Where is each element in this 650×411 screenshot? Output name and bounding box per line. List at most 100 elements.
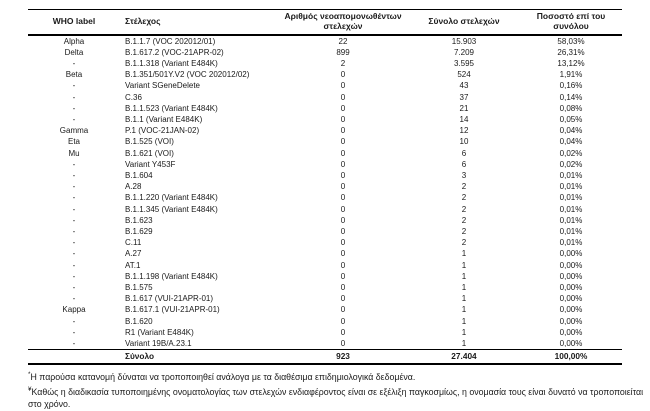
who-label-cell: Gamma [59, 126, 89, 136]
percent-cell: 0,05% [559, 115, 583, 125]
who-label-cell: - [72, 327, 76, 337]
strain-cell: B.1.617.2 (VOC-21APR-02) [125, 47, 224, 57]
percent-cell: 0,00% [559, 305, 583, 315]
total-strains-cell: 2 [461, 182, 467, 192]
who-label-cell: - [72, 316, 76, 326]
table-body: Alpha B.1.1.7 (VOC 202012/01) 22 15.903 58,0… [28, 35, 622, 350]
who-label-cell: - [72, 339, 76, 349]
who-label-cell: - [72, 260, 76, 270]
strain-cell: B.1.351/501Y.V2 (VOC 202012/02) [125, 70, 250, 80]
new-isolates-cell: 0 [340, 227, 346, 237]
percent-cell: 26,31% [557, 47, 585, 57]
strain-cell: A.28 [125, 182, 142, 192]
new-isolates-cell: 0 [340, 305, 346, 315]
strain-cell: B.1.1.7 (VOC 202012/01) [125, 36, 216, 46]
new-isolates-cell: 0 [340, 327, 346, 337]
column-header-total-strains: Σύνολο στελεχών [428, 15, 500, 26]
strain-cell: B.1.525 (VOI) [125, 137, 174, 147]
who-label-cell: - [72, 204, 76, 214]
strain-cell: B.1.1 (Variant E484K) [125, 115, 203, 125]
percent-cell: 0,00% [559, 316, 583, 326]
percent-cell: 0,16% [559, 81, 583, 91]
footnote-marker: * [28, 371, 31, 379]
percent-cell: 0,01% [559, 182, 583, 192]
strain-cell: P.1 (VOC-21JAN-02) [125, 126, 200, 136]
total-row-who-cell [28, 350, 120, 365]
new-isolates-cell: 2 [340, 59, 346, 68]
column-header-strain: Στέλεχος [125, 15, 161, 26]
who-label-cell: - [72, 238, 76, 248]
new-isolates-cell: 0 [340, 339, 346, 349]
total-strains-cell: 14 [459, 115, 469, 125]
footnote: ¥Καθώς η διαδικασία τυποποιημένης ονοματ… [28, 384, 644, 411]
percent-cell: 0,01% [559, 238, 583, 248]
percent-cell: 0,00% [559, 339, 583, 349]
percent-cell: 0,01% [559, 227, 583, 237]
new-isolates-cell: 0 [340, 283, 346, 293]
who-label-cell: - [72, 171, 76, 181]
new-isolates-cell: 0 [340, 249, 346, 259]
who-label-cell: - [72, 59, 76, 68]
percent-cell: 0,04% [559, 126, 583, 136]
total-row-label: Σύνολο [125, 351, 155, 362]
table-row: - A.27 0 1 0,00% [28, 248, 622, 259]
strain-cell: B.1.1.318 (Variant E484K) [125, 59, 218, 68]
total-strains-cell: 3 [461, 171, 467, 181]
new-isolates-cell: 0 [340, 182, 346, 192]
who-label-cell: - [72, 227, 76, 237]
who-label-cell: Beta [65, 70, 83, 80]
table-row: - B.1.1.220 (Variant E484K) 0 2 0,01% [28, 192, 622, 203]
table-row: Gamma P.1 (VOC-21JAN-02) 0 12 0,04% [28, 125, 622, 136]
new-isolates-cell: 0 [340, 215, 346, 225]
total-strains-cell: 1 [461, 260, 467, 270]
strain-cell: Variant SGeneDelete [125, 81, 201, 91]
table-row: - AT.1 0 1 0,00% [28, 260, 622, 271]
percent-cell: 58,03% [557, 36, 585, 46]
who-label-cell: - [72, 81, 76, 91]
percent-cell: 0,00% [559, 294, 583, 304]
percent-cell: 0,01% [559, 171, 583, 181]
who-label-cell: Kappa [62, 305, 86, 315]
total-strains-cell: 1 [461, 249, 467, 259]
table-row: - Variant SGeneDelete 0 43 0,16% [28, 80, 622, 91]
percent-cell: 0,02% [559, 148, 583, 158]
strain-cell: B.1.1.345 (Variant E484K) [125, 204, 218, 214]
total-strains-cell: 2 [461, 193, 467, 203]
percent-cell: 0,00% [559, 271, 583, 281]
strain-cell: B.1.575 [125, 283, 153, 293]
strain-cell: B.1.604 [125, 171, 153, 181]
total-strains-cell: 1 [461, 316, 467, 326]
new-isolates-cell: 0 [340, 159, 346, 169]
table-row: - B.1.1.198 (Variant E484K) 0 1 0,00% [28, 271, 622, 282]
total-strains-cell: 524 [457, 70, 471, 80]
table-row: Delta B.1.617.2 (VOC-21APR-02) 899 7.209 26,… [28, 47, 622, 58]
table-row: - B.1.629 0 2 0,01% [28, 226, 622, 237]
total-strains-cell: 7.209 [453, 47, 475, 57]
total-strains-cell: 3.595 [453, 59, 475, 68]
who-label-cell: Alpha [63, 36, 85, 46]
who-label-cell: - [72, 215, 76, 225]
strain-cell: C.11 [125, 238, 142, 248]
total-strains-cell: 2 [461, 227, 467, 237]
total-strains-cell: 10 [459, 137, 469, 147]
footnote: *Η παρούσα κατανομή δύναται να τροποποιη… [28, 369, 644, 384]
who-label-cell: Delta [64, 47, 84, 57]
who-label-cell: - [72, 92, 76, 102]
percent-cell: 0,00% [559, 283, 583, 293]
strain-cell: B.1.623 [125, 215, 153, 225]
strain-cell: C.36 [125, 92, 142, 102]
table-row: - B.1.617 (VUI-21APR-01) 0 1 0,00% [28, 293, 622, 304]
table-row: - B.1.604 0 3 0,01% [28, 170, 622, 181]
percent-cell: 0,00% [559, 327, 583, 337]
table-row: - A.28 0 2 0,01% [28, 181, 622, 192]
total-strains-cell: 1 [461, 271, 467, 281]
table-row: Mu B.1.621 (VOI) 0 6 0,02% [28, 148, 622, 159]
new-isolates-cell: 0 [340, 171, 346, 181]
total-strains-cell: 37 [459, 92, 469, 102]
table-row: - B.1.1.345 (Variant E484K) 0 2 0,01% [28, 204, 622, 215]
new-isolates-cell: 0 [340, 137, 346, 147]
who-label-cell: - [72, 182, 76, 192]
table-row: - Variant 19B/A.23.1 0 1 0,00% [28, 338, 622, 350]
who-label-cell: - [72, 159, 76, 169]
table-row: Eta B.1.525 (VOI) 0 10 0,04% [28, 136, 622, 147]
